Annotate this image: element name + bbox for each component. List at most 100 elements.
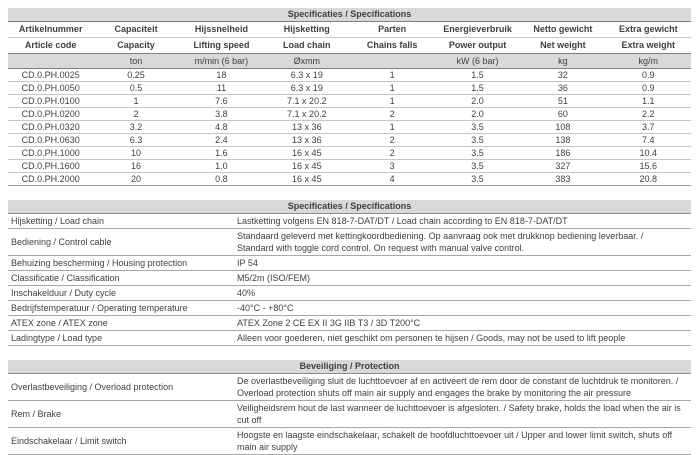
spec-row-value: Standaard geleverd met kettingkoordbedie… xyxy=(237,231,644,253)
column-header-en: Lifting speed xyxy=(193,40,250,50)
specifications-table: Specificaties / Specifications Artikelnu… xyxy=(8,8,691,186)
column-unit xyxy=(350,54,435,68)
spec-cell: 1.5 xyxy=(471,83,484,93)
column-header-en: Power output xyxy=(448,40,507,50)
spec-cell: CD.0.PH.0100 xyxy=(21,96,80,106)
spec-cell: 11 xyxy=(216,83,227,93)
spec-cell: 20.8 xyxy=(639,174,658,184)
spec-row: Hijsketting / Load chain Lastketting volg… xyxy=(8,213,691,229)
spec-cell: 0.25 xyxy=(127,70,145,80)
spec-cell: 10 xyxy=(131,148,142,158)
spec-cell: 6.3 x 19 xyxy=(290,70,323,80)
spec-row-value: Veiligheidsrem hout de last wanneer de l… xyxy=(237,403,681,425)
spec-cell: 10.4 xyxy=(639,148,658,158)
table-row: CD.0.PH.0100 1 7.6 7.1 x 20.2 1 2.0 51 1.1 xyxy=(8,95,691,108)
spec-cell: 0.9 xyxy=(642,83,655,93)
spec-cell: 2 xyxy=(389,148,395,158)
column-header-nl: Hijsketting xyxy=(283,24,330,34)
spec-row-value: Alleen voor goederen, niet geschikt om p… xyxy=(237,333,626,343)
spec-cell: 4.8 xyxy=(215,122,228,132)
spec-cell: 1 xyxy=(133,96,139,106)
table-row: ton m/min (6 bar) Øxmm kW (6 bar) kg kg/m xyxy=(8,54,691,69)
spec-row: ATEX zone / ATEX zone ATEX Zone 2 CE EX I… xyxy=(8,316,691,331)
spec-cell: 3.5 xyxy=(471,122,484,132)
column-unit: m/min (6 bar) xyxy=(194,56,249,66)
spec-cell: CD.0.PH.0050 xyxy=(21,83,80,93)
column-header-nl: Capaciteit xyxy=(114,24,158,34)
table-row: CD.0.PH.2000 20 0.8 16 x 45 4 3.5 383 20.8 xyxy=(8,173,691,186)
table-row: CD.0.PH.0025 0.25 18 6.3 x 19 1 1.5 32 0.9 xyxy=(8,69,691,82)
column-header-en: Extra weight xyxy=(621,40,676,50)
spec-row-label: Eindschakelaar / Limit switch xyxy=(11,436,127,446)
table-row: CD.0.PH.0630 6.3 2.4 13 x 36 2 3.5 138 7.4 xyxy=(8,134,691,147)
spec-cell: 3.5 xyxy=(471,174,484,184)
spec-row: Behuizing bescherming / Housing protecti… xyxy=(8,256,691,271)
spec-row-value: 40% xyxy=(237,288,256,298)
table-row: CD.0.PH.0050 0.5 11 6.3 x 19 1 1.5 36 0.9 xyxy=(8,82,691,95)
spec-row-value: -40°C - +80°C xyxy=(237,303,294,313)
spec-row-value: Hoogste en laagste eindschakelaar, schak… xyxy=(237,430,673,452)
spec-cell: 13 x 36 xyxy=(292,122,322,132)
column-header-en: Chains falls xyxy=(366,40,418,50)
spec-cell: 1.6 xyxy=(215,148,228,158)
spec-row-label: Bedrijfstemperatuur / Operating temperat… xyxy=(11,303,188,313)
spec-cell: 3 xyxy=(389,161,395,171)
spec-cell: 0.9 xyxy=(642,70,655,80)
spec-row-value: ATEX Zone 2 CE EX II 3G IIB T3 / 3D T200… xyxy=(237,318,421,328)
spec-row: Bediening / Control cable Standaard gelev… xyxy=(8,229,691,256)
table-row: Artikelnummer Capaciteit Hijssnelheid Hijsk… xyxy=(8,21,691,37)
spec-cell: CD.0.PH.0630 xyxy=(21,135,80,145)
details-table: Specificaties / Specifications Hijsketti… xyxy=(8,200,691,346)
spec-row-label: Behuizing bescherming / Housing protecti… xyxy=(11,258,188,268)
spec-row-label: Classificatie / Classification xyxy=(11,273,120,283)
column-header-en: Load chain xyxy=(283,40,331,50)
spec-cell: CD.0.PH.2000 xyxy=(21,174,80,184)
spec-row-label: Inschakelduur / Duty cycle xyxy=(11,288,117,298)
spec-cell: 16 x 45 xyxy=(292,148,322,158)
table-row: CD.0.PH.1600 16 1.0 16 x 45 3 3.5 327 15.6 xyxy=(8,160,691,173)
spec-cell: CD.0.PH.0025 xyxy=(21,70,80,80)
spec-cell: 1.0 xyxy=(215,161,228,171)
spec-cell: 13 x 36 xyxy=(292,135,322,145)
spec-cell: 36 xyxy=(557,83,568,93)
spec-cell: 20 xyxy=(131,174,142,184)
spec-row: Rem / Brake Veiligheidsrem hout de last w… xyxy=(8,401,691,428)
details-table-body: Hijsketting / Load chain Lastketting volg… xyxy=(8,213,691,346)
spec-cell: 3.7 xyxy=(642,122,655,132)
column-unit: kg/m xyxy=(638,56,659,66)
table-row: CD.0.PH.1000 10 1.6 16 x 45 2 3.5 186 10.4 xyxy=(8,147,691,160)
spec-cell: CD.0.PH.0200 xyxy=(21,109,80,119)
section-header-details: Specificaties / Specifications xyxy=(8,200,691,213)
spec-cell: 2 xyxy=(389,109,395,119)
column-header-en: Article code xyxy=(24,40,77,50)
spec-cell: 0.8 xyxy=(215,174,228,184)
table-row: Article code Capacity Lifting speed Load ch… xyxy=(8,37,691,54)
spec-cell: 7.6 xyxy=(215,96,228,106)
spec-row-label: Hijsketting / Load chain xyxy=(11,216,105,226)
spec-row: Inschakelduur / Duty cycle 40% xyxy=(8,286,691,301)
spec-cell: 186 xyxy=(555,148,571,158)
spec-row-label: ATEX zone / ATEX zone xyxy=(11,318,108,328)
spec-cell: 16 x 45 xyxy=(292,161,322,171)
spec-row-label: Ladingtype / Load type xyxy=(11,333,103,343)
spec-cell: 1 xyxy=(389,70,395,80)
spec-cell: 1 xyxy=(389,83,395,93)
column-unit xyxy=(8,54,93,68)
spec-cell: 32 xyxy=(557,70,568,80)
column-header-nl: Energieverbruik xyxy=(443,24,512,34)
spec-cell: 3.8 xyxy=(215,109,228,119)
spec-cell: 327 xyxy=(555,161,571,171)
spec-cell: 18 xyxy=(216,70,227,80)
column-header-nl: Hijssnelheid xyxy=(194,24,248,34)
spec-cell: CD.0.PH.1000 xyxy=(21,148,80,158)
spec-cell: 6.3 xyxy=(129,135,143,145)
spec-cell: 7.4 xyxy=(642,135,655,145)
spec-cell: 1 xyxy=(389,122,395,132)
spec-cell: 2.2 xyxy=(642,109,655,119)
spec-table-body: CD.0.PH.0025 0.25 18 6.3 x 19 1 1.5 32 0.9 CD.0.… xyxy=(8,69,691,186)
spec-row: Overlastbeveiliging / Overload protectio… xyxy=(8,373,691,401)
column-unit: kg xyxy=(558,56,568,66)
table-row: CD.0.PH.0200 2 3.8 7.1 x 20.2 2 2.0 60 2.2 xyxy=(8,108,691,121)
spec-cell: 15.6 xyxy=(639,161,658,171)
column-header-nl: Extra gewicht xyxy=(619,24,678,34)
